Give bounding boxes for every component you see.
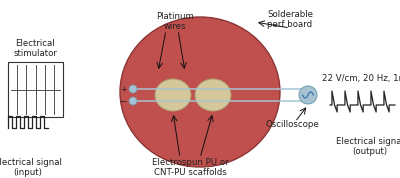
Ellipse shape [155, 79, 191, 111]
Text: Electrospun PU or
CNT-PU scaffolds: Electrospun PU or CNT-PU scaffolds [152, 158, 228, 177]
Circle shape [129, 97, 137, 105]
Text: Oscilloscope: Oscilloscope [265, 120, 319, 129]
Text: Platinum
wires: Platinum wires [156, 12, 194, 31]
Text: Solderable
perf board: Solderable perf board [267, 10, 313, 29]
FancyBboxPatch shape [8, 62, 63, 117]
Text: Electrical
stimulator: Electrical stimulator [13, 39, 57, 58]
Text: −: − [120, 96, 127, 106]
Ellipse shape [195, 79, 231, 111]
Text: Electrical signal
(input): Electrical signal (input) [0, 158, 62, 177]
Text: +: + [121, 85, 127, 93]
Text: 22 V/cm, 20 Hz, 1ms: 22 V/cm, 20 Hz, 1ms [322, 74, 400, 82]
Circle shape [299, 86, 317, 104]
Ellipse shape [120, 17, 280, 167]
Text: Electrical signal
(output): Electrical signal (output) [336, 137, 400, 156]
Circle shape [129, 85, 137, 93]
